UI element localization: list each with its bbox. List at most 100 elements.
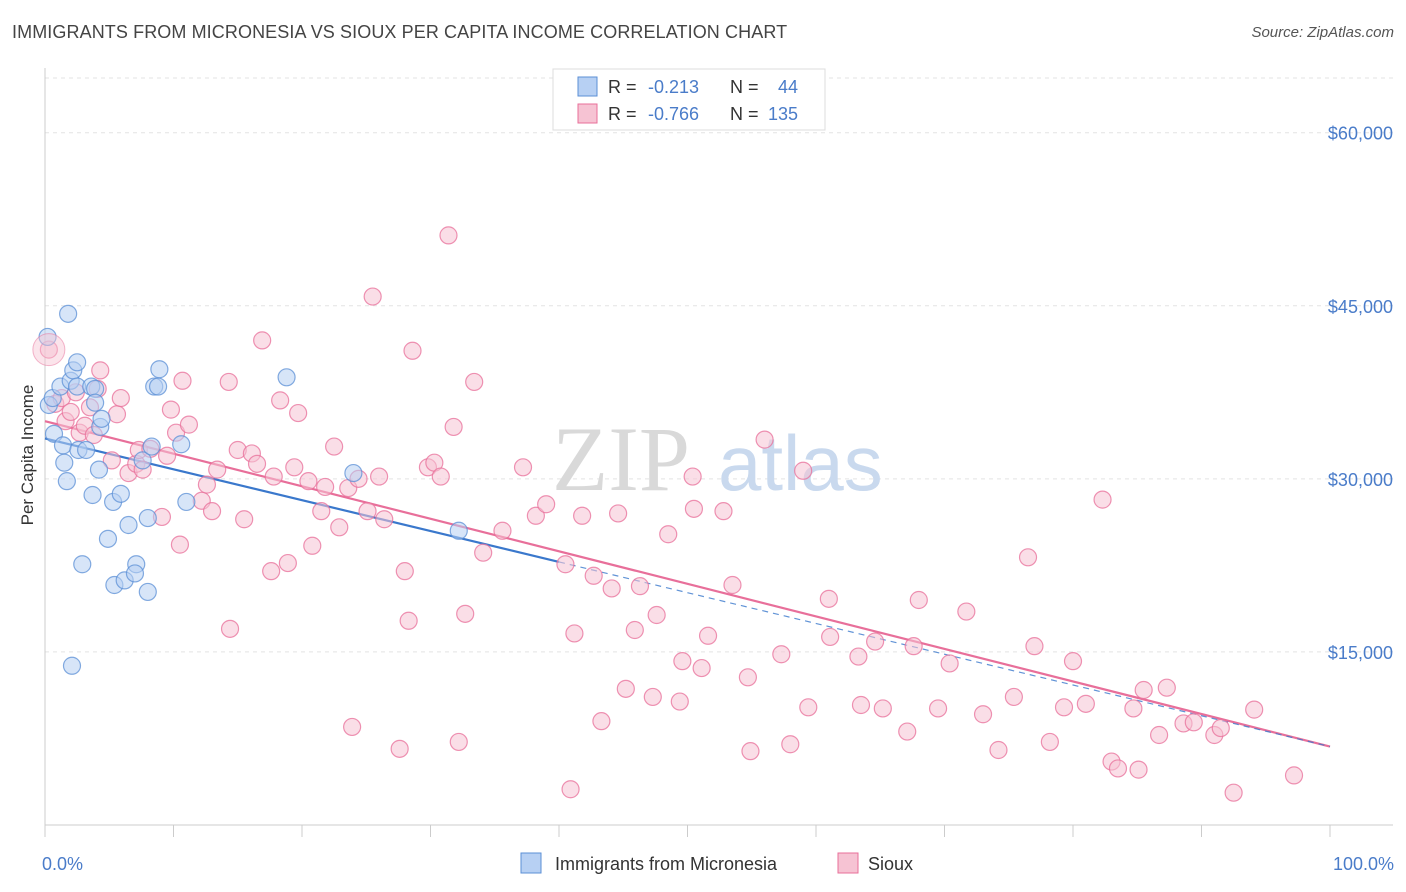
data-point-sioux (625, 620, 644, 640)
data-point-micronesia (177, 492, 196, 512)
data-point-micronesia (133, 451, 152, 470)
data-point-sioux (474, 543, 493, 562)
data-point-sioux (556, 555, 575, 574)
data-point-micronesia (138, 582, 157, 602)
trend-line-micronesia-extension (558, 561, 1331, 748)
data-point-sioux (107, 405, 127, 424)
legend-r-label-blue: R = (608, 77, 637, 97)
legend-n-label-blue: N = (730, 77, 759, 97)
data-point-sioux (866, 632, 885, 651)
data-point-sioux (989, 740, 1008, 760)
data-point-sioux (456, 604, 475, 623)
data-point-sioux (819, 589, 838, 608)
data-point-sioux (157, 446, 177, 465)
data-point-sioux (285, 458, 304, 477)
data-point-sioux (363, 287, 382, 306)
data-point-micronesia (62, 656, 82, 675)
data-point-sioux (565, 624, 584, 643)
data-point-sioux (220, 619, 240, 638)
data-point-sioux (670, 692, 689, 711)
data-point-micronesia (449, 521, 468, 540)
data-point-sioux (403, 341, 422, 360)
data-point-sioux (173, 371, 192, 390)
data-point-sioux (271, 391, 290, 410)
data-point-sioux (1184, 713, 1203, 732)
data-point-sioux (1054, 698, 1074, 717)
data-point-sioux (616, 679, 635, 698)
tick-labels: $15,000 $30,000 $45,000 $60,000 0.0% 100.0% (42, 124, 1394, 874)
data-point-sioux (1157, 678, 1176, 697)
data-point-sioux (909, 590, 928, 610)
data-point-sioux (1076, 694, 1095, 713)
data-point-sioux (738, 668, 757, 687)
data-point-sioux (684, 499, 704, 518)
stats-legend-box (552, 68, 826, 131)
data-point-sioux (904, 637, 923, 656)
data-point-sioux (161, 400, 181, 419)
data-point-sioux (370, 467, 389, 486)
data-point-sioux (851, 695, 871, 715)
data-point-sioux (449, 732, 468, 752)
data-point-micronesia (86, 393, 105, 412)
data-point-sioux (197, 475, 217, 494)
data-point-sioux (849, 647, 868, 666)
legend-swatch-pink (577, 103, 598, 124)
data-point-micronesia (77, 440, 96, 460)
data-point-sioux (439, 226, 458, 245)
data-point-sioux (659, 525, 678, 544)
y-tick-label: $45,000 (1328, 297, 1393, 317)
y-tick-label: $30,000 (1328, 470, 1393, 490)
data-point-sioux (343, 717, 362, 737)
data-point-sioux (358, 502, 377, 521)
data-point-sioux (330, 518, 349, 537)
data-point-sioux (873, 699, 892, 718)
data-point-sioux (630, 577, 650, 596)
data-point-sioux (940, 654, 959, 673)
data-point-sioux (513, 458, 533, 477)
legend-r-value-pink: -0.766 (648, 104, 699, 124)
data-point-sioux (289, 403, 308, 423)
data-point-sioux (395, 562, 414, 581)
data-point-sioux (299, 472, 318, 491)
data-point-sioux (698, 626, 718, 645)
data-point-micronesia (98, 529, 118, 548)
data-point-micronesia (83, 485, 102, 505)
data-point-sioux (772, 645, 791, 664)
series-legend-label-pink: Sioux (868, 854, 913, 874)
data-point-sioux (208, 460, 227, 479)
data-point-sioux (61, 402, 80, 422)
data-point-sioux (1134, 680, 1153, 700)
data-point-micronesia (142, 437, 161, 456)
data-point-sioux (741, 742, 760, 761)
legend-r-value-blue: -0.213 (648, 77, 699, 97)
data-point-sioux (219, 372, 238, 392)
data-point-sioux (1040, 732, 1059, 752)
data-point-sioux (202, 502, 222, 521)
data-point-micronesia (92, 409, 111, 428)
series-legend-swatch-blue (520, 852, 542, 874)
data-point-sioux (602, 579, 621, 598)
data-point-sioux (584, 566, 603, 585)
data-point-sioux (325, 437, 344, 456)
series-legend-swatch-pink (837, 852, 859, 874)
data-point-sioux (821, 627, 840, 647)
stats-legend: R = -0.213 N = 44 R = -0.766 N = 135 (552, 68, 826, 131)
data-point-sioux (1224, 783, 1243, 802)
y-tick-label: $60,000 (1328, 124, 1393, 144)
data-point-sioux (799, 698, 818, 717)
chart-title: IMMIGRANTS FROM MICRONESIA VS SIOUX PER … (12, 22, 788, 42)
data-point-sioux (573, 506, 592, 525)
data-point-sioux (1129, 760, 1148, 779)
series-legend: Immigrants from Micronesia Sioux (520, 852, 913, 874)
watermark: ZIP atlas (552, 408, 883, 510)
data-point-sioux (102, 451, 121, 470)
data-point-sioux (431, 467, 450, 486)
x-tick-label-max: 100.0% (1333, 854, 1394, 874)
data-point-sioux (253, 331, 272, 350)
data-point-sioux (1108, 759, 1128, 778)
data-point-sioux (278, 553, 297, 573)
data-point-micronesia (55, 453, 74, 472)
data-point-sioux (375, 510, 394, 529)
legend-n-value-blue: 44 (778, 77, 798, 97)
data-point-sioux (1245, 700, 1264, 719)
